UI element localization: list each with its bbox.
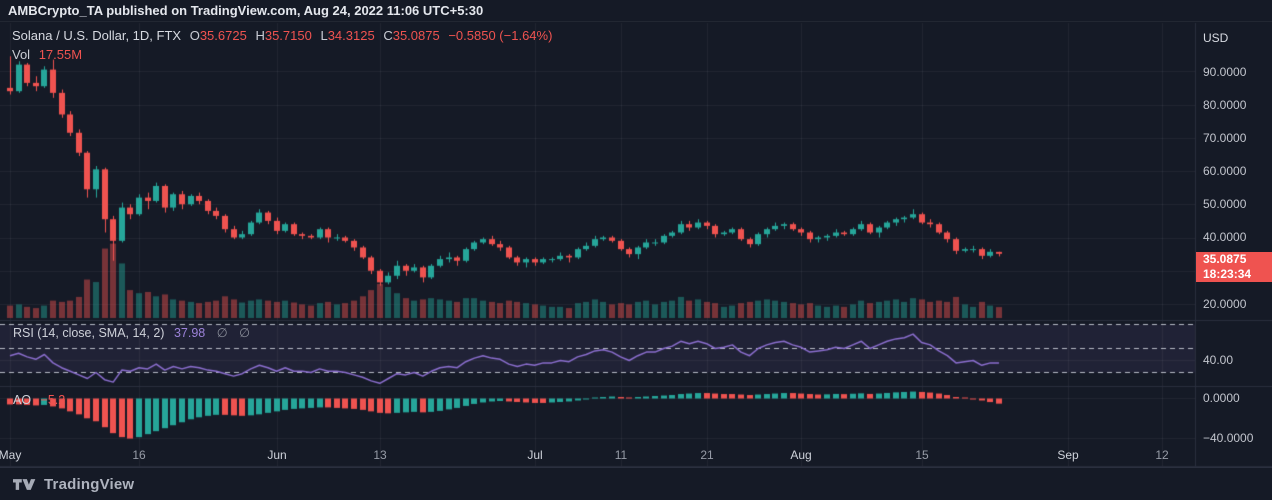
time-tick: 21 <box>700 448 714 462</box>
time-tick: 16 <box>132 448 146 462</box>
price-tick-90: 90.0000 <box>1203 65 1247 79</box>
last-price-value: 35.0875 <box>1203 252 1247 266</box>
symbol-legend: Solana / U.S. Dollar, 1D, FTX O35.6725 H… <box>12 28 557 43</box>
rsi-axis-tick: 40.00 <box>1203 353 1234 367</box>
low-value: 34.3125 <box>327 28 375 43</box>
price-tick-50: 50.0000 <box>1203 197 1247 211</box>
last-price-badge[interactable]: 35.0875 18:23:34 <box>1196 252 1272 282</box>
time-tick: Sep <box>1057 448 1079 462</box>
time-tick: Aug <box>790 448 812 462</box>
volume-legend: Vol 17.55M <box>12 47 87 62</box>
rsi-title[interactable]: RSI (14, close, SMA, 14, 2) <box>13 326 165 340</box>
time-tick: 11 <box>614 448 628 462</box>
rsi-value: 37.98 <box>173 326 206 340</box>
time-tick: 15 <box>915 448 929 462</box>
high-label: H <box>255 28 265 43</box>
footer-bar: TradingView <box>0 467 1272 500</box>
high-value: 35.7150 <box>264 28 312 43</box>
ao-indicator-legend: AO −5.2 <box>13 393 65 407</box>
ao-axis-tick-zero: 0.0000 <box>1203 391 1240 405</box>
price-tick-70: 70.0000 <box>1203 131 1247 145</box>
time-tick: May <box>0 448 22 462</box>
bar-countdown: 18:23:34 <box>1203 267 1252 281</box>
rsi-hidden-values: ∅ ∅ <box>216 326 254 340</box>
time-tick: Jul <box>527 448 543 462</box>
tradingview-logo-icon[interactable] <box>13 478 36 491</box>
time-tick: Jun <box>267 448 287 462</box>
volume-label[interactable]: Vol <box>12 47 31 62</box>
close-value: 35.0875 <box>392 28 440 43</box>
price-tick-20: 20.0000 <box>1203 297 1247 311</box>
price-tick-60: 60.0000 <box>1203 164 1247 178</box>
ao-value: −5.2 <box>40 393 66 407</box>
close-label: C <box>383 28 393 43</box>
open-value: 35.6725 <box>199 28 247 43</box>
change-value: −0.5850 (−1.64%) <box>448 28 553 43</box>
open-label: O <box>189 28 200 43</box>
tradingview-wordmark[interactable]: TradingView <box>44 475 135 493</box>
attribution-bar: AMBCrypto_TA published on TradingView.co… <box>0 0 1272 22</box>
time-tick: 12 <box>1155 448 1169 462</box>
rsi-indicator-legend: RSI (14, close, SMA, 14, 2) 37.98 ∅ ∅ <box>13 325 254 340</box>
attribution-text: AMBCrypto_TA published on TradingView.co… <box>8 3 484 18</box>
axis-currency-label: USD <box>1203 31 1229 45</box>
price-tick-40: 40.0000 <box>1203 230 1247 244</box>
symbol-title[interactable]: Solana / U.S. Dollar, 1D, FTX <box>12 28 182 43</box>
ao-title[interactable]: AO <box>13 393 32 407</box>
low-label: L <box>320 28 328 43</box>
time-tick: 13 <box>373 448 387 462</box>
ao-axis-tick-neg40: −40.0000 <box>1203 431 1254 445</box>
price-tick-80: 80.0000 <box>1203 98 1247 112</box>
volume-value: 17.55M <box>38 47 83 62</box>
time-axis[interactable]: May 16 Jun 13 Jul 11 21 Aug 15 Sep 12 <box>0 448 1195 464</box>
